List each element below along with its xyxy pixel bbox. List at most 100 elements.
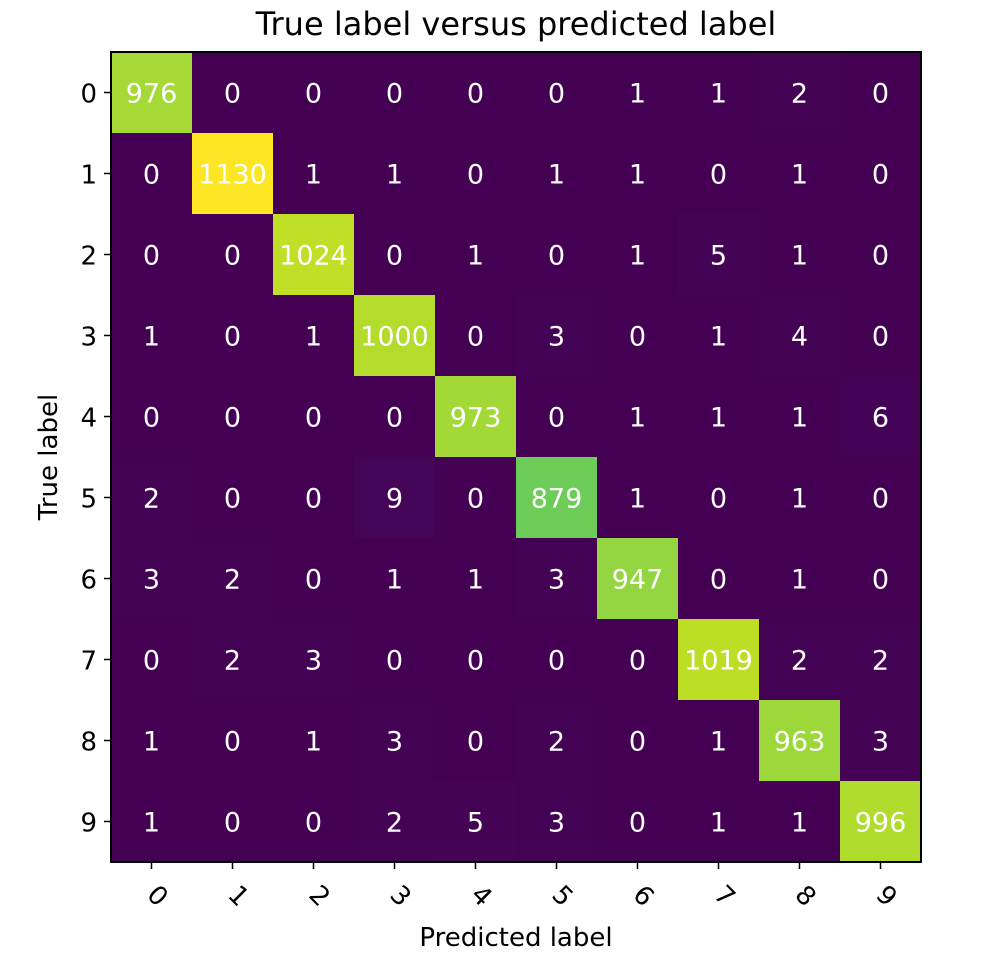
heatmap-cell-r6-c9 bbox=[840, 538, 922, 620]
cell-value-r1-c8: 1 bbox=[791, 160, 808, 191]
cell-value-r3-c7: 1 bbox=[710, 322, 727, 353]
x-axis-label: Predicted label bbox=[419, 923, 612, 953]
cell-value-r9-c5: 3 bbox=[548, 808, 565, 839]
cell-value-r8-c4: 0 bbox=[467, 727, 484, 758]
heatmap-cell-r3-c5 bbox=[516, 295, 598, 377]
heatmap-cell-r5-c8 bbox=[759, 457, 841, 539]
x-tick-label-6: 6 bbox=[627, 880, 660, 913]
y-tick-label-2: 2 bbox=[80, 242, 97, 272]
x-tick-label-3: 3 bbox=[384, 880, 417, 913]
cell-value-r1-c7: 0 bbox=[710, 160, 727, 191]
heatmap-cell-r7-c8 bbox=[759, 619, 841, 701]
heatmap-cell-r1-c3 bbox=[354, 133, 436, 215]
cell-value-r4-c4: 973 bbox=[450, 403, 502, 434]
cell-value-r1-c2: 1 bbox=[305, 160, 322, 191]
heatmap-cell-r9-c0 bbox=[111, 781, 193, 863]
heatmap-cell-r1-c2 bbox=[273, 133, 355, 215]
heatmap-cell-r2-c1 bbox=[192, 214, 274, 296]
x-tick-label-7: 7 bbox=[708, 880, 741, 913]
cell-value-r4-c9: 6 bbox=[872, 403, 889, 434]
cell-value-r5-c6: 1 bbox=[629, 484, 646, 515]
heatmap-cell-r1-c4 bbox=[435, 133, 517, 215]
cell-value-r2-c5: 0 bbox=[548, 241, 565, 272]
chart-title: True label versus predicted label bbox=[255, 5, 777, 43]
heatmap-cell-r8-c4 bbox=[435, 700, 517, 782]
heatmap-cell-r8-c9 bbox=[840, 700, 922, 782]
cell-value-r7-c4: 0 bbox=[467, 646, 484, 677]
cell-value-r1-c1: 1130 bbox=[198, 160, 267, 191]
cell-value-r4-c5: 0 bbox=[548, 403, 565, 434]
y-axis-label: True label bbox=[34, 394, 64, 521]
heatmap-cell-r6-c4 bbox=[435, 538, 517, 620]
heatmap-cell-r0-c8 bbox=[759, 52, 841, 134]
cell-value-r4-c1: 0 bbox=[224, 403, 241, 434]
cell-value-r0-c8: 2 bbox=[791, 79, 808, 110]
heatmap-cell-r8-c8 bbox=[759, 700, 841, 782]
heatmap-cell-r9-c9 bbox=[840, 781, 922, 863]
cell-value-r8-c7: 1 bbox=[710, 727, 727, 758]
heatmap-cell-r4-c7 bbox=[678, 376, 760, 458]
heatmap-cell-r0-c6 bbox=[597, 52, 679, 134]
cell-value-r5-c9: 0 bbox=[872, 484, 889, 515]
cell-value-r8-c2: 1 bbox=[305, 727, 322, 758]
heatmap-cell-r3-c9 bbox=[840, 295, 922, 377]
cell-value-r1-c5: 1 bbox=[548, 160, 565, 191]
cell-value-r1-c0: 0 bbox=[143, 160, 160, 191]
heatmap-cell-r2-c8 bbox=[759, 214, 841, 296]
heatmap-cell-r2-c9 bbox=[840, 214, 922, 296]
cell-value-r2-c6: 1 bbox=[629, 241, 646, 272]
heatmap-cell-r6-c5 bbox=[516, 538, 598, 620]
cell-value-r4-c3: 0 bbox=[386, 403, 403, 434]
cell-value-r0-c4: 0 bbox=[467, 79, 484, 110]
heatmap-cell-r3-c6 bbox=[597, 295, 679, 377]
y-tick-label-4: 4 bbox=[80, 404, 97, 434]
heatmap-cell-r4-c1 bbox=[192, 376, 274, 458]
heatmap-cell-r9-c2 bbox=[273, 781, 355, 863]
heatmap-cell-r7-c0 bbox=[111, 619, 193, 701]
heatmap-cells bbox=[111, 52, 922, 863]
heatmap-cell-r2-c5 bbox=[516, 214, 598, 296]
cell-value-r8-c8: 963 bbox=[774, 727, 826, 758]
heatmap-cell-r9-c4 bbox=[435, 781, 517, 863]
plot-frame bbox=[110, 51, 922, 863]
heatmap-cell-r6-c6 bbox=[597, 538, 679, 620]
cell-value-r9-c6: 0 bbox=[629, 808, 646, 839]
cell-value-r3-c6: 0 bbox=[629, 322, 646, 353]
cell-value-r6-c0: 3 bbox=[143, 565, 160, 596]
x-tick-label-2: 2 bbox=[303, 880, 336, 913]
cell-value-r3-c9: 0 bbox=[872, 322, 889, 353]
cell-value-r3-c0: 1 bbox=[143, 322, 160, 353]
cell-value-r6-c7: 0 bbox=[710, 565, 727, 596]
y-tick-label-5: 5 bbox=[80, 485, 97, 515]
heatmap-cell-r1-c0 bbox=[111, 133, 193, 215]
cell-value-r2-c3: 0 bbox=[386, 241, 403, 272]
heatmap-cell-r2-c7 bbox=[678, 214, 760, 296]
cell-value-r6-c1: 2 bbox=[224, 565, 241, 596]
heatmap-cell-r2-c4 bbox=[435, 214, 517, 296]
cell-value-r0-c1: 0 bbox=[224, 79, 241, 110]
heatmap-cell-r8-c0 bbox=[111, 700, 193, 782]
cell-value-r0-c2: 0 bbox=[305, 79, 322, 110]
x-tick-label-5: 5 bbox=[546, 880, 579, 913]
cell-value-r0-c0: 976 bbox=[126, 79, 178, 110]
heatmap-cell-r0-c4 bbox=[435, 52, 517, 134]
heatmap-cell-r2-c3 bbox=[354, 214, 436, 296]
heatmap-cell-r6-c1 bbox=[192, 538, 274, 620]
cell-value-r4-c7: 1 bbox=[710, 403, 727, 434]
cell-value-r8-c1: 0 bbox=[224, 727, 241, 758]
cell-value-r7-c5: 0 bbox=[548, 646, 565, 677]
cell-value-r7-c1: 2 bbox=[224, 646, 241, 677]
cell-value-r6-c2: 0 bbox=[305, 565, 322, 596]
cell-value-r7-c9: 2 bbox=[872, 646, 889, 677]
y-tick-label-0: 0 bbox=[80, 80, 97, 110]
cell-value-r6-c3: 1 bbox=[386, 565, 403, 596]
x-tick-label-4: 4 bbox=[465, 880, 498, 913]
cell-value-r9-c3: 2 bbox=[386, 808, 403, 839]
heatmap-cell-r5-c6 bbox=[597, 457, 679, 539]
heatmap-cell-r8-c3 bbox=[354, 700, 436, 782]
heatmap-cell-r4-c8 bbox=[759, 376, 841, 458]
heatmap-cell-r5-c1 bbox=[192, 457, 274, 539]
heatmap-cell-r8-c1 bbox=[192, 700, 274, 782]
